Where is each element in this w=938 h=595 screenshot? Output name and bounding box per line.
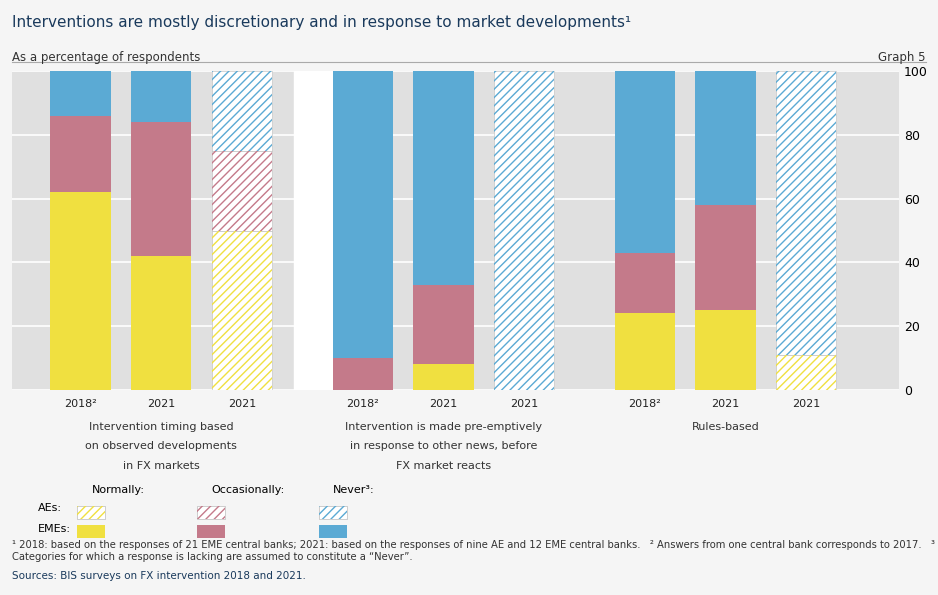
Text: 2021: 2021 [711,399,739,409]
Bar [695,310,756,390]
Text: in FX markets: in FX markets [123,461,200,471]
Text: Intervention timing based: Intervention timing based [89,422,234,433]
Bar [614,253,675,314]
Bar [695,205,756,310]
Text: As a percentage of respondents: As a percentage of respondents [12,51,201,64]
Bar [493,71,554,390]
Bar [212,230,272,390]
Text: 2018²: 2018² [628,399,661,409]
Bar [332,71,393,358]
Bar [51,116,111,192]
Text: 2021: 2021 [228,399,256,409]
Text: 2018²: 2018² [346,399,379,409]
Text: Intervention is made pre-emptively: Intervention is made pre-emptively [345,422,542,433]
Bar [413,364,474,390]
Bar [614,314,675,390]
Bar [212,71,272,151]
Text: Graph 5: Graph 5 [878,51,926,64]
Text: Interventions are mostly discretionary and in response to market developments¹: Interventions are mostly discretionary a… [12,15,631,30]
Text: 2021: 2021 [430,399,458,409]
Bar [332,358,393,390]
Bar [212,71,272,151]
Bar [776,355,836,390]
Text: Occasionally:: Occasionally: [211,485,284,495]
Bar [212,230,272,390]
Text: 2021: 2021 [147,399,175,409]
Bar [614,71,675,253]
Bar [51,192,111,390]
Text: 2021: 2021 [792,399,820,409]
Bar [776,71,836,355]
Bar [695,71,756,205]
Text: ¹ 2018: based on the responses of 21 EME central banks; 2021: based on the respo: ¹ 2018: based on the responses of 21 EME… [12,540,935,562]
Bar [295,71,335,390]
Bar [131,256,191,390]
Text: in response to other news, before: in response to other news, before [350,441,537,452]
Text: EMEs:: EMEs: [38,524,70,534]
Text: 2021: 2021 [509,399,538,409]
Bar [131,123,191,256]
Bar [776,71,836,355]
Text: Sources: BIS surveys on FX intervention 2018 and 2021.: Sources: BIS surveys on FX intervention … [12,571,306,581]
Bar [212,151,272,230]
Bar [493,71,554,390]
Text: 2018²: 2018² [65,399,97,409]
Text: Rules-based: Rules-based [691,422,759,433]
Text: AEs:: AEs: [38,503,62,513]
Bar [616,71,657,390]
Bar [413,71,474,284]
Text: FX market reacts: FX market reacts [396,461,491,471]
Text: Normally:: Normally: [92,485,145,495]
Bar [131,71,191,123]
Bar [51,71,111,116]
Text: Never³:: Never³: [333,485,374,495]
Bar [212,151,272,230]
Text: on observed developments: on observed developments [85,441,237,452]
Bar [776,355,836,390]
Bar [413,284,474,364]
